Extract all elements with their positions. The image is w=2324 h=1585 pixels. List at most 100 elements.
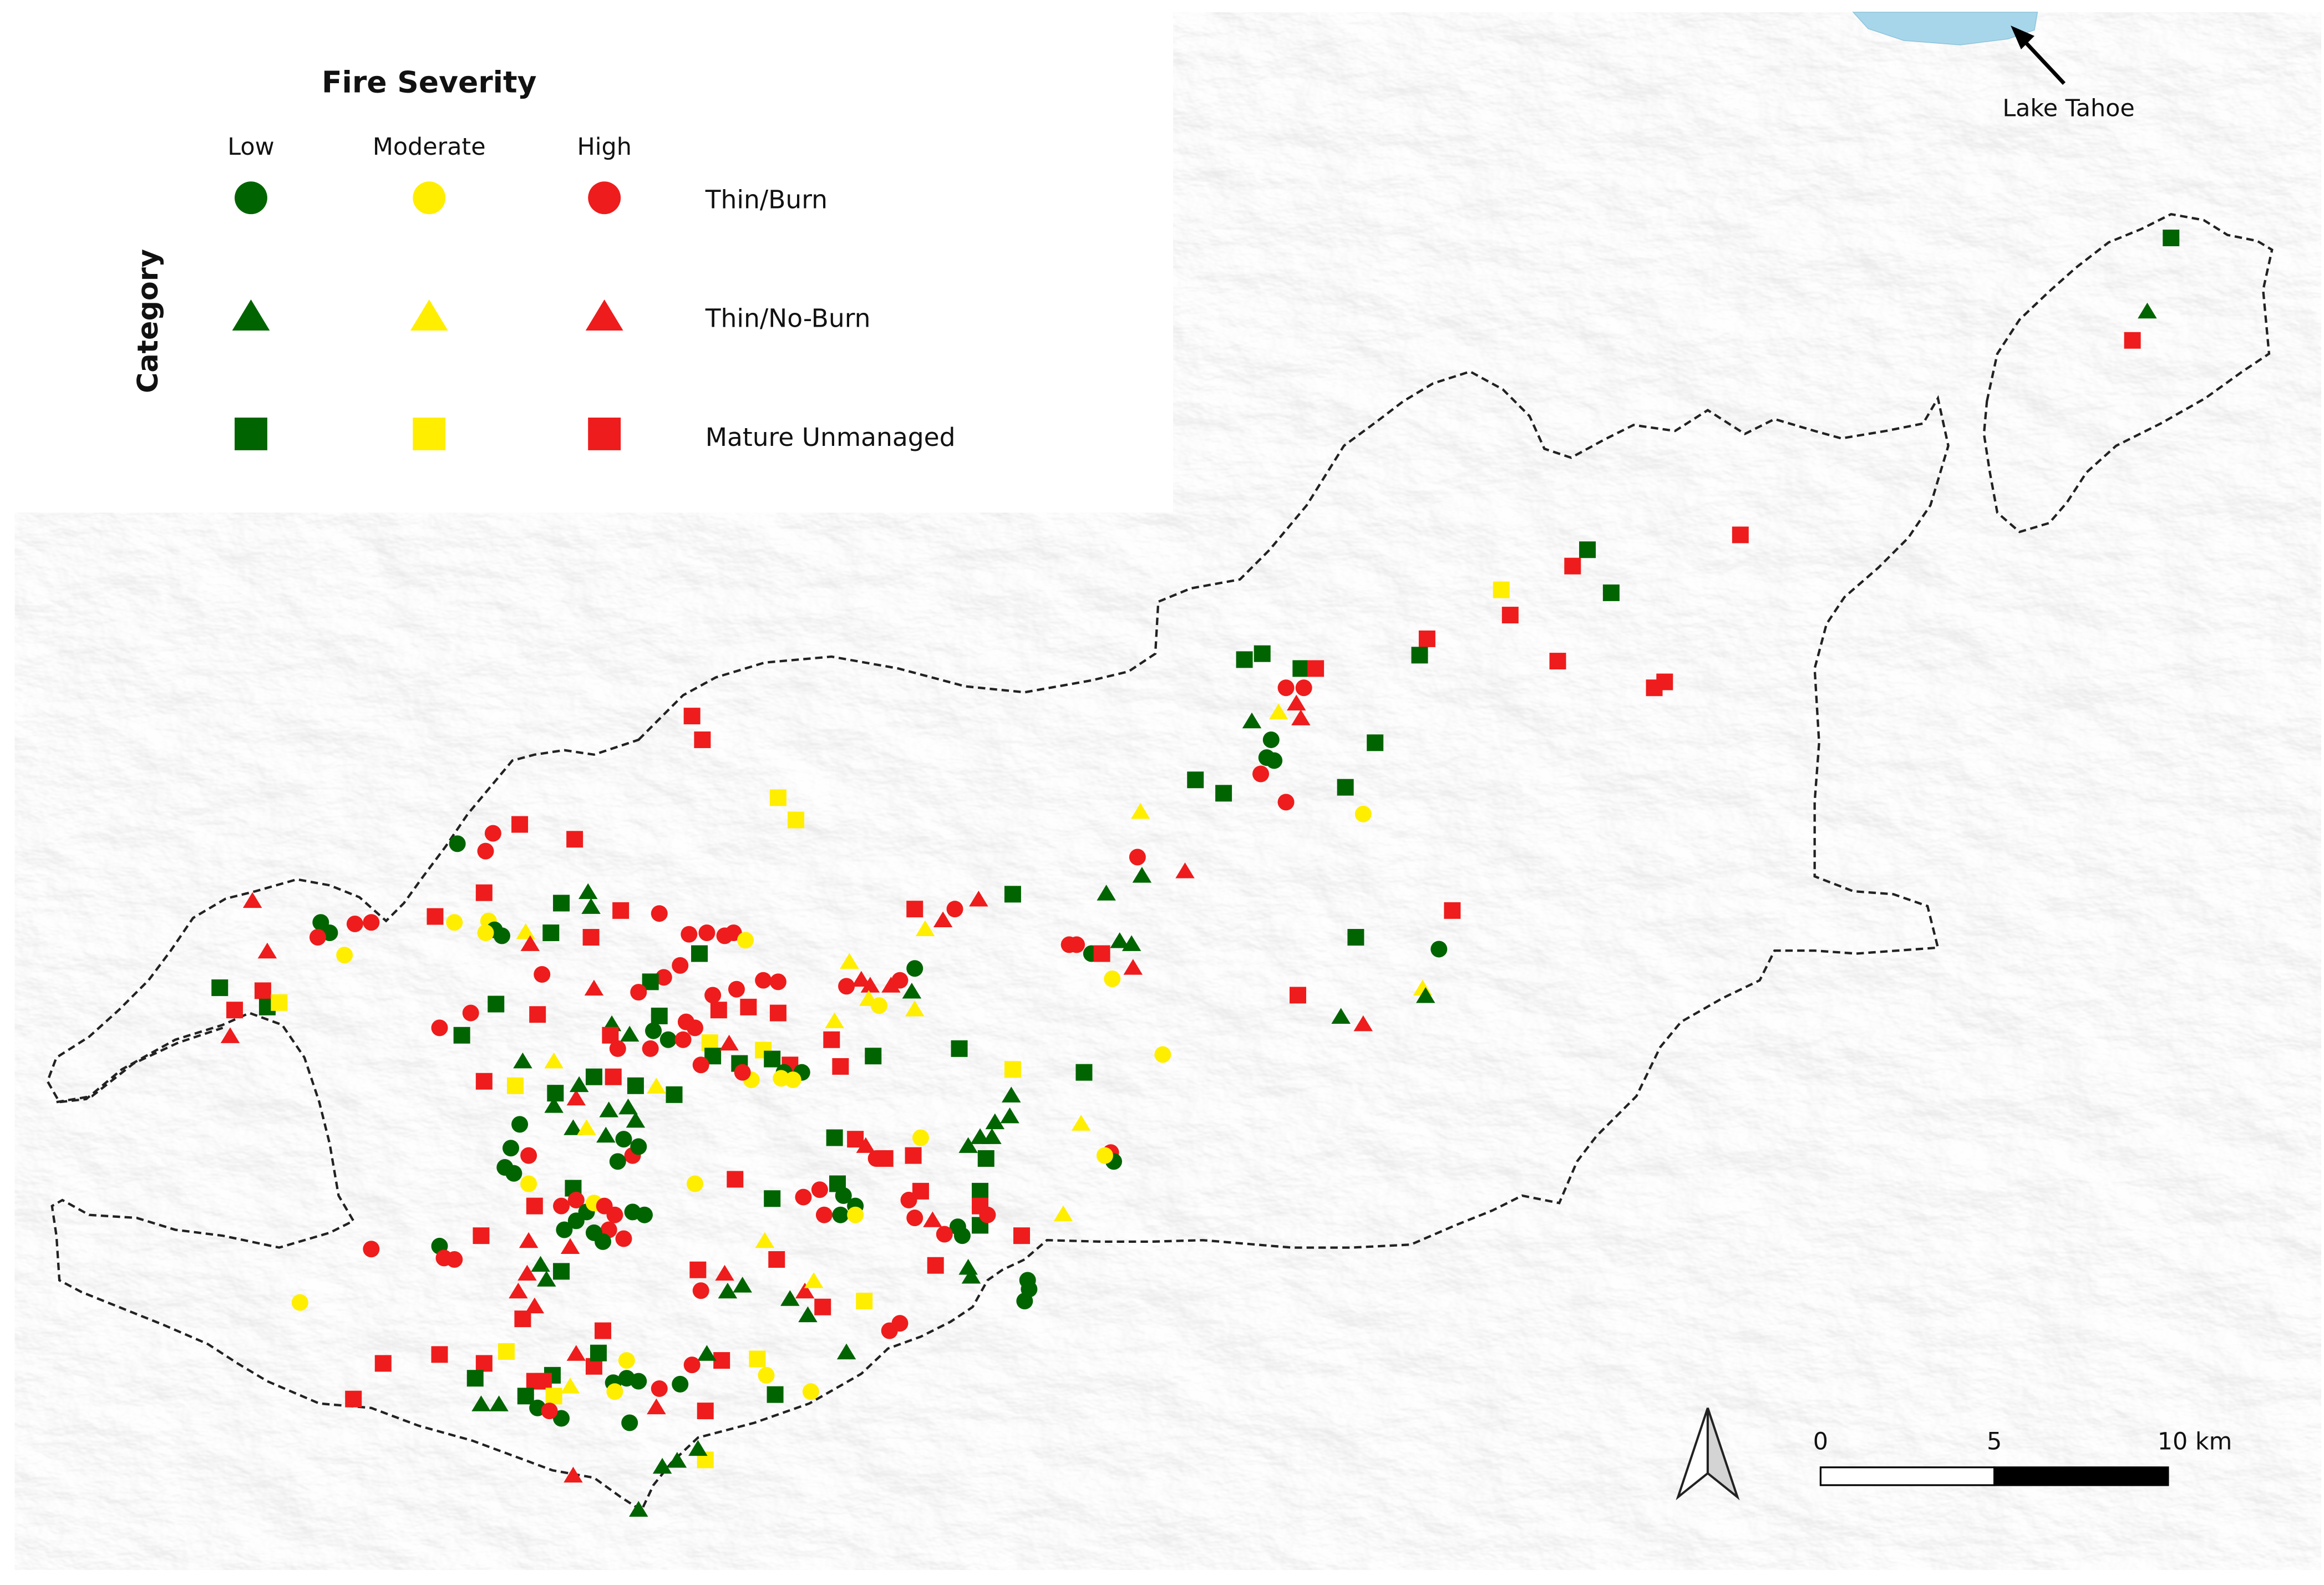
plot-point-thin-no-burn-low — [626, 1111, 646, 1128]
plot-point-thin-burn-low — [659, 1031, 677, 1048]
plot-point-thin-no-burn-low — [513, 1052, 532, 1069]
plot-point-mature-unmanaged-moderate — [507, 1077, 524, 1094]
plot-point-thin-burn-high — [811, 1181, 828, 1198]
plot-point-thin-burn-low — [636, 1206, 653, 1223]
plot-point-thin-no-burn-low — [599, 1101, 618, 1117]
plot-point-mature-unmanaged-high — [427, 908, 444, 925]
plot-point-thin-burn-high — [881, 1322, 898, 1339]
plot-point-mature-unmanaged-low — [691, 945, 708, 962]
plot-point-thin-burn-high — [446, 1251, 463, 1268]
plot-point-mature-unmanaged-moderate — [271, 994, 288, 1011]
legend-symbol-thin-no-burn-moderate — [410, 299, 448, 331]
scale-tick-5: 5 — [1987, 1428, 2002, 1456]
plot-point-mature-unmanaged-moderate — [498, 1343, 515, 1360]
plot-point-thin-no-burn-high — [881, 977, 901, 993]
plot-point-thin-no-burn-high — [715, 1264, 734, 1281]
plot-point-thin-no-burn-low — [1242, 712, 1262, 729]
plot-point-mature-unmanaged-low — [1579, 541, 1596, 558]
plot-point-thin-burn-moderate — [1154, 1046, 1171, 1063]
plot-point-mature-unmanaged-low — [1347, 929, 1364, 946]
plot-point-thin-burn-high — [704, 987, 722, 1004]
plot-point-thin-burn-low — [556, 1221, 573, 1238]
legend-symbol-thin-burn-high — [588, 181, 621, 215]
plot-point-thin-burn-high — [681, 926, 698, 943]
plot-point-mature-unmanaged-moderate — [1493, 581, 1510, 598]
plot-point-thin-no-burn-high — [647, 1398, 666, 1415]
plot-point-thin-no-burn-low — [836, 1343, 856, 1360]
plot-point-thin-no-burn-low — [1122, 935, 1141, 951]
plot-point-thin-no-burn-low — [564, 1119, 583, 1135]
plot-point-thin-burn-high — [906, 1210, 923, 1227]
plot-point-mature-unmanaged-high — [689, 1261, 707, 1278]
plot-point-thin-burn-low — [585, 1224, 602, 1241]
plot-point-thin-burn-low — [645, 1022, 662, 1039]
plot-point-mature-unmanaged-high — [511, 816, 529, 833]
plot-point-mature-unmanaged-low — [553, 895, 570, 912]
plot-point-mature-unmanaged-low — [951, 1040, 968, 1057]
plot-point-mature-unmanaged-high — [769, 1004, 786, 1022]
plot-point-thin-no-burn-moderate — [1268, 703, 1288, 720]
plot-point-thin-no-burn-moderate — [804, 1272, 824, 1288]
plot-point-thin-burn-high — [755, 972, 772, 989]
legend-symbol-mature-unmanaged-high — [588, 417, 621, 450]
plot-point-mature-unmanaged-high — [1501, 607, 1519, 624]
legend-title: Fire Severity — [322, 65, 537, 100]
north-arrow-icon — [1676, 1408, 1740, 1501]
plot-point-mature-unmanaged-low — [1004, 886, 1021, 903]
plot-point-mature-unmanaged-high — [526, 1197, 543, 1215]
plot-point-mature-unmanaged-high — [475, 1355, 493, 1372]
plot-point-thin-no-burn-high — [1291, 709, 1311, 725]
plot-point-thin-burn-low — [615, 1131, 632, 1148]
plot-point-mature-unmanaged-high — [566, 831, 583, 848]
plot-point-mature-unmanaged-low — [2163, 230, 2180, 247]
plot-point-thin-no-burn-high — [509, 1282, 528, 1299]
plot-point-mature-unmanaged-high — [1307, 660, 1325, 677]
plot-point-thin-no-burn-high — [1175, 862, 1195, 878]
plot-point-thin-no-burn-low — [629, 1501, 648, 1517]
plot-point-thin-no-burn-low — [1110, 932, 1129, 948]
plot-point-mature-unmanaged-high — [823, 1031, 840, 1048]
plot-point-thin-burn-high — [309, 929, 326, 946]
plot-point-thin-no-burn-high — [517, 1264, 537, 1281]
plot-point-thin-burn-high — [698, 924, 716, 941]
plot-point-thin-burn-low — [1262, 731, 1280, 748]
legend-category-thin-no-burn: Thin/No-Burn — [705, 304, 871, 333]
plot-point-thin-burn-moderate — [520, 1175, 537, 1192]
plot-point-thin-no-burn-high — [584, 979, 604, 996]
scale-tick-0: 0 — [1813, 1428, 1828, 1456]
plot-point-thin-no-burn-high — [566, 1345, 586, 1361]
plot-point-mature-unmanaged-low — [585, 1068, 602, 1085]
plot-point-thin-burn-high — [346, 915, 363, 932]
plot-point-thin-no-burn-moderate — [915, 920, 935, 937]
plot-point-thin-burn-high — [1277, 679, 1295, 697]
plot-point-mature-unmanaged-moderate — [769, 789, 786, 806]
plot-point-mature-unmanaged-low — [666, 1086, 683, 1103]
plot-point-mature-unmanaged-high — [1444, 902, 1461, 919]
plot-point-thin-no-burn-moderate — [647, 1078, 666, 1094]
plot-point-thin-burn-high — [838, 978, 855, 995]
plot-point-thin-burn-high — [1252, 765, 1270, 783]
plot-point-mature-unmanaged-high — [727, 1171, 744, 1188]
plot-point-thin-burn-high — [462, 1004, 479, 1022]
plot-point-mature-unmanaged-low — [1187, 771, 1204, 789]
plot-point-thin-no-burn-low — [780, 1290, 800, 1306]
plot-point-mature-unmanaged-low — [1292, 660, 1310, 677]
plot-point-thin-no-burn-high — [860, 977, 880, 993]
plot-point-thin-burn-high — [891, 972, 909, 989]
plot-point-thin-no-burn-low — [531, 1256, 550, 1272]
plot-point-thin-burn-high — [672, 957, 689, 974]
plot-point-thin-no-burn-low — [1097, 885, 1116, 901]
lake-pointer-arrow — [2018, 34, 2066, 85]
plot-point-mature-unmanaged-high — [475, 884, 493, 901]
plot-point-mature-unmanaged-high — [847, 1131, 864, 1148]
plot-point-thin-burn-high — [1068, 936, 1085, 953]
plot-point-thin-no-burn-high — [1287, 694, 1306, 711]
plot-point-thin-burn-high — [1129, 849, 1146, 866]
plot-point-thin-no-burn-high — [719, 1034, 739, 1051]
plot-point-thin-no-burn-low — [569, 1076, 589, 1093]
plot-point-thin-burn-low — [1430, 941, 1448, 958]
legend-symbol-thin-no-burn-low — [232, 299, 270, 331]
plot-point-thin-burn-low — [1266, 752, 1283, 769]
plot-point-thin-no-burn-low — [544, 1097, 564, 1113]
plot-point-thin-no-burn-moderate — [516, 923, 536, 939]
